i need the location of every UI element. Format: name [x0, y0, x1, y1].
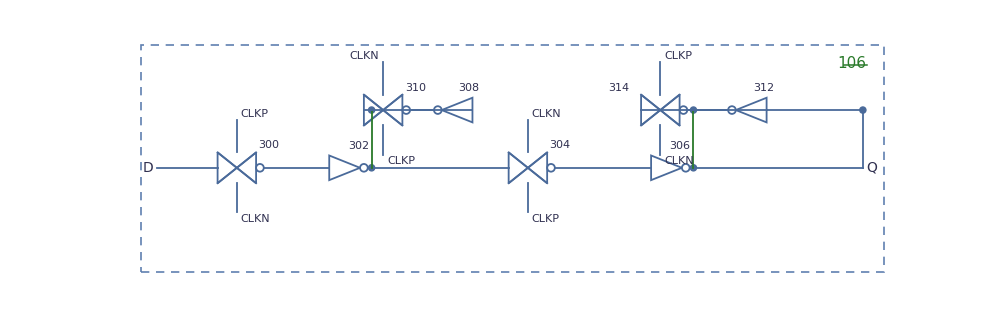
Text: CLKP: CLKP: [387, 156, 415, 166]
Text: 308: 308: [459, 83, 480, 93]
Text: 310: 310: [405, 83, 426, 93]
Circle shape: [690, 165, 697, 171]
Text: CLKP: CLKP: [532, 214, 560, 224]
Text: 312: 312: [753, 83, 774, 93]
Circle shape: [369, 165, 375, 171]
Text: Q: Q: [867, 161, 878, 175]
Text: CLKN: CLKN: [350, 51, 379, 61]
Circle shape: [369, 107, 375, 113]
Text: 106: 106: [838, 56, 867, 71]
Text: 306: 306: [670, 141, 691, 150]
Text: CLKN: CLKN: [664, 156, 694, 166]
Text: CLKP: CLKP: [241, 109, 269, 118]
Circle shape: [690, 107, 697, 113]
Text: 304: 304: [549, 140, 571, 150]
Text: 314: 314: [608, 83, 629, 93]
Text: 300: 300: [258, 140, 279, 150]
Circle shape: [860, 107, 866, 113]
Text: CLKN: CLKN: [532, 109, 561, 118]
Text: 302: 302: [348, 141, 369, 150]
Text: CLKP: CLKP: [664, 51, 692, 61]
Text: CLKN: CLKN: [241, 214, 270, 224]
Text: D: D: [142, 161, 153, 175]
